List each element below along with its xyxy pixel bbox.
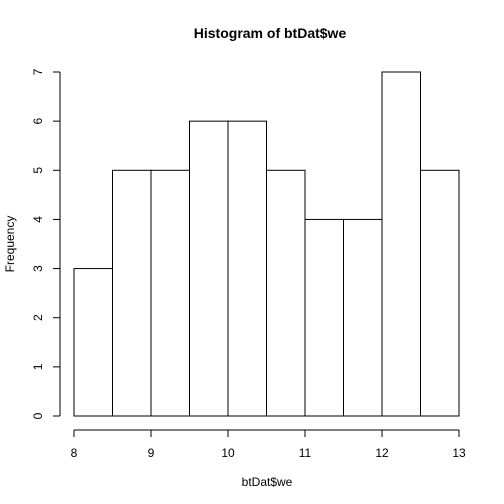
x-tick-label: 11 [299,446,312,460]
y-tick-label: 2 [31,314,45,321]
bars-group [73,71,460,417]
y-tick-label: 7 [31,68,45,75]
x-tick-label: 10 [221,446,235,460]
histogram-bar [420,169,460,417]
x-tick-label: 13 [452,446,466,460]
histogram-bar [381,71,421,417]
chart-title: Histogram of btDat$we [194,25,347,41]
histogram-bar [189,120,229,417]
histogram-bar [150,169,190,417]
y-tick-label: 1 [31,363,45,370]
histogram-bar [304,218,344,417]
y-tick-label: 5 [31,167,45,174]
y-tick-label: 4 [31,216,45,223]
x-axis-label: btDat$we [242,475,293,489]
histogram-bar [112,169,152,417]
y-tick-label: 6 [31,117,45,124]
y-tick-label: 3 [31,265,45,272]
y-axis: 0 1 2 3 4 5 6 7 [31,68,61,419]
y-tick-label: 0 [31,412,45,419]
x-axis: 8 9 10 11 12 13 [71,429,466,460]
y-axis-label: Frequency [3,216,17,273]
x-tick-label: 9 [148,446,155,460]
histogram-bar [227,120,267,417]
histogram-bar [343,218,383,417]
x-tick-label: 8 [71,446,78,460]
histogram-bar [73,268,113,417]
histogram-bar [266,169,306,417]
x-tick-label: 12 [375,446,389,460]
